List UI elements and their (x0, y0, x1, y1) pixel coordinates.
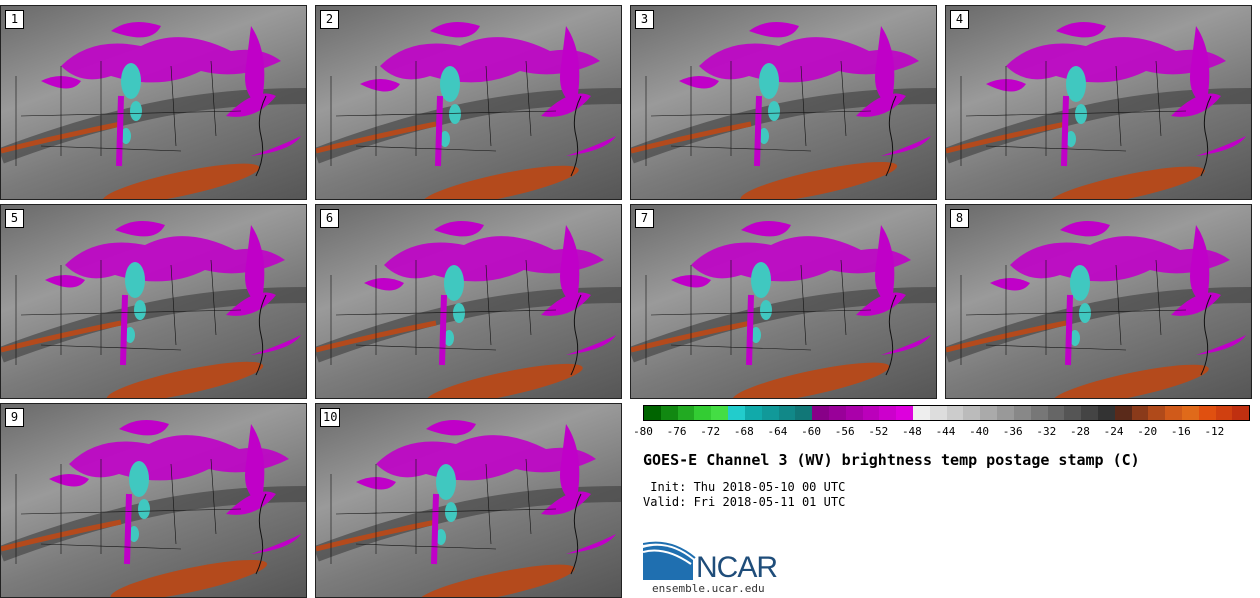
panel-label: 5 (5, 209, 24, 228)
colorbar-swatch (711, 406, 729, 420)
init-time: Init: Thu 2018-05-10 00 UTC (643, 480, 846, 494)
figure-title: GOES-E Channel 3 (WV) brightness temp po… (643, 451, 1140, 469)
postage-stamp-panel: 5 (0, 204, 307, 399)
colorbar-swatch (728, 406, 745, 420)
colorbar-tick: -16 (1170, 425, 1191, 438)
colorbar-swatch (1182, 406, 1199, 420)
colorbar-swatch (761, 406, 779, 420)
colorbar-swatch (929, 406, 947, 420)
wv-map (1, 221, 306, 398)
ncar-logo-text: NCAR (696, 551, 778, 584)
colorbar-tick: -48 (901, 425, 922, 438)
colorbar-tick: -44 (935, 425, 956, 438)
postage-stamp-panel: 10 (315, 403, 622, 598)
panel-label: 9 (5, 408, 24, 427)
colorbar-swatch (1047, 406, 1065, 420)
ncar-logo (643, 541, 696, 580)
panel-label: 1 (5, 10, 24, 29)
postage-stamp-panel: 4 (945, 5, 1252, 200)
colorbar-swatch (1148, 406, 1166, 420)
colorbar-swatch (862, 406, 880, 420)
colorbar-tick: -40 (969, 425, 990, 438)
colorbar-swatch (879, 406, 897, 420)
colorbar-swatch (795, 406, 813, 420)
colorbar-tick: -28 (1070, 425, 1090, 438)
colorbar (643, 405, 1250, 421)
panel-label: 7 (635, 209, 654, 228)
colorbar-swatch (1165, 406, 1182, 420)
colorbar-tick: -60 (801, 425, 821, 438)
wv-map (946, 22, 1251, 199)
postage-stamp-panel: 2 (315, 5, 622, 200)
colorbar-swatch (963, 406, 981, 420)
panel-label: 3 (635, 10, 654, 29)
colorbar-tick: -68 (733, 425, 754, 438)
panel-label: 10 (320, 408, 341, 427)
panel-label: 4 (950, 10, 969, 29)
wv-map (316, 420, 621, 597)
colorbar-swatch (1114, 406, 1132, 420)
wv-map (631, 22, 936, 199)
colorbar-swatch (1064, 406, 1082, 420)
site-url: ensemble.ucar.edu (652, 582, 765, 595)
colorbar-tick: -72 (700, 425, 721, 438)
colorbar-swatch (1198, 406, 1216, 420)
colorbar-swatch (1013, 406, 1031, 420)
colorbar-swatch (644, 406, 661, 420)
colorbar-swatch (778, 406, 796, 420)
postage-stamp-panel: 3 (630, 5, 937, 200)
colorbar-swatch (812, 406, 829, 420)
colorbar-swatch (694, 406, 712, 420)
postage-stamp-panel: 6 (315, 204, 622, 399)
colorbar-swatch (744, 406, 762, 420)
colorbar-swatch (1215, 406, 1233, 420)
colorbar-swatch (946, 406, 964, 420)
colorbar-tick: -24 (1103, 425, 1124, 438)
colorbar-tick: -36 (1002, 425, 1023, 438)
colorbar-tick: -64 (767, 425, 788, 438)
colorbar-swatch (660, 406, 678, 420)
wv-map (1, 22, 306, 199)
wv-map (316, 22, 621, 199)
colorbar-swatch (1232, 406, 1250, 420)
panel-label: 6 (320, 209, 339, 228)
wv-map (1, 420, 306, 597)
wv-map (631, 221, 936, 398)
colorbar-swatch (1081, 406, 1098, 420)
colorbar-swatch (828, 406, 846, 420)
colorbar-swatch (1097, 406, 1115, 420)
valid-time: Valid: Fri 2018-05-11 01 UTC (643, 495, 846, 509)
colorbar-tick: -32 (1036, 425, 1057, 438)
colorbar-swatch (1030, 406, 1048, 420)
colorbar-swatch (677, 406, 695, 420)
wv-map (946, 221, 1251, 398)
colorbar-swatch (980, 406, 998, 420)
postage-stamp-panel: 1 (0, 5, 307, 200)
wv-map (316, 221, 621, 398)
colorbar-tick: -52 (868, 425, 889, 438)
colorbar-swatch (997, 406, 1014, 420)
colorbar-tick: -12 (1204, 425, 1225, 438)
colorbar-tick: -76 (666, 425, 687, 438)
colorbar-swatch (845, 406, 863, 420)
colorbar-tick: -20 (1137, 425, 1158, 438)
colorbar-tick: -80 (633, 425, 653, 438)
panel-label: 2 (320, 10, 339, 29)
postage-stamp-panel: 9 (0, 403, 307, 598)
colorbar-swatch (896, 406, 913, 420)
postage-stamp-panel: 7 (630, 204, 937, 399)
panel-label: 8 (950, 209, 969, 228)
postage-stamp-panel: 8 (945, 204, 1252, 399)
colorbar-tick: -56 (834, 425, 855, 438)
colorbar-swatch (1131, 406, 1149, 420)
colorbar-swatch (913, 406, 930, 420)
